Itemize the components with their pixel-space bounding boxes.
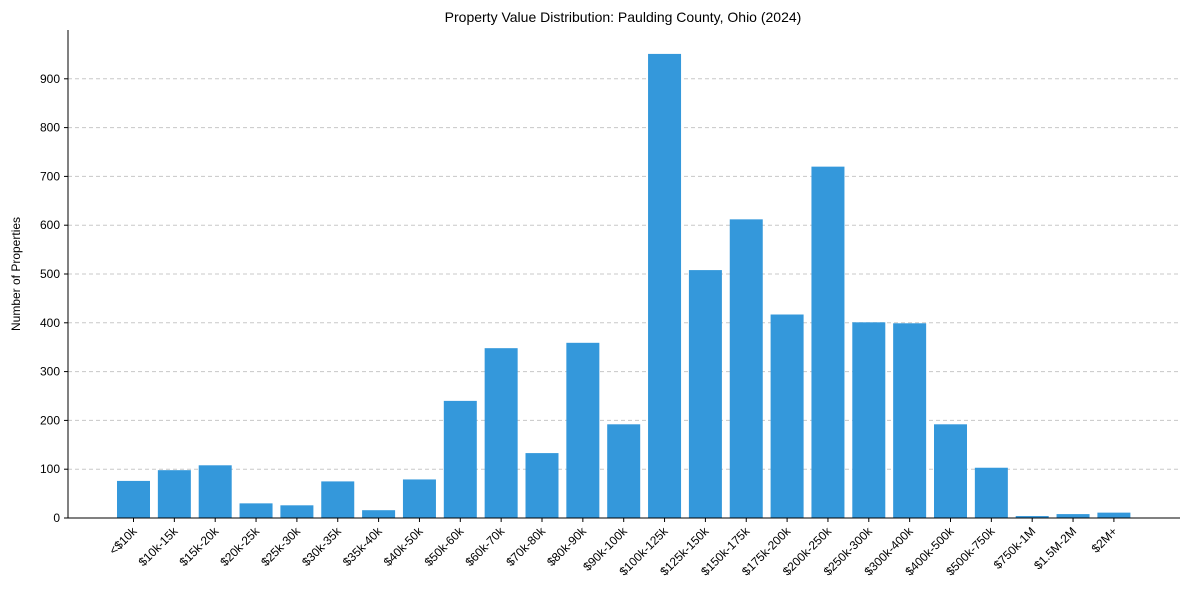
bar bbox=[402, 479, 436, 518]
bar bbox=[1056, 514, 1090, 518]
bar bbox=[280, 505, 314, 518]
bars bbox=[117, 53, 1131, 519]
chart-title: Property Value Distribution: Paulding Co… bbox=[445, 9, 802, 25]
bar bbox=[852, 322, 886, 518]
bar bbox=[198, 465, 232, 518]
y-tick-label: 500 bbox=[40, 267, 60, 281]
y-ticks: 0 100 200 300 400 500 600 700 800 900 bbox=[40, 72, 68, 525]
bar bbox=[362, 510, 396, 518]
bar bbox=[934, 424, 967, 518]
bar bbox=[117, 480, 150, 518]
bar bbox=[321, 481, 355, 518]
bar bbox=[566, 342, 600, 518]
bar bbox=[1015, 516, 1049, 518]
y-tick-label: 900 bbox=[40, 72, 60, 86]
y-tick-label: 700 bbox=[40, 169, 60, 183]
bar bbox=[729, 219, 763, 518]
y-tick-label: 400 bbox=[40, 316, 60, 330]
bar bbox=[157, 470, 191, 518]
x-tick-label: $25k-30k bbox=[258, 524, 304, 570]
x-tick-label: $750k-1M bbox=[991, 524, 1039, 572]
x-tick-label: $40k-50k bbox=[381, 524, 427, 570]
x-tick-label: $20k-25k bbox=[217, 524, 263, 570]
bar bbox=[607, 424, 641, 518]
x-tick-label: $30k-35k bbox=[299, 524, 345, 570]
x-tick-label: $2M+ bbox=[1089, 524, 1120, 555]
bar bbox=[484, 348, 518, 518]
y-axis-label: Number of Properties bbox=[9, 217, 23, 331]
bar bbox=[811, 166, 845, 518]
bar bbox=[770, 314, 804, 518]
x-tick-label: $35k-40k bbox=[340, 524, 386, 570]
x-tick-label: <$10k bbox=[106, 524, 140, 558]
bar bbox=[688, 270, 722, 518]
y-tick-label: 0 bbox=[53, 511, 60, 525]
y-tick-label: 600 bbox=[40, 218, 60, 232]
y-tick-label: 300 bbox=[40, 365, 60, 379]
x-tick-label: $15k-20k bbox=[177, 524, 223, 570]
bar bbox=[443, 400, 477, 518]
y-tick-label: 200 bbox=[40, 413, 60, 427]
bar bbox=[1097, 512, 1131, 518]
x-tick-label: $50k-60k bbox=[422, 524, 468, 570]
bar bbox=[525, 453, 559, 518]
x-tick-label: $1.5M-2M bbox=[1031, 524, 1079, 572]
gridlines bbox=[68, 78, 1180, 470]
x-tick-label: $60k-70k bbox=[462, 524, 508, 570]
x-tick-label: $70k-80k bbox=[503, 524, 549, 570]
bar bbox=[893, 323, 927, 518]
x-tick-label: $10k-15k bbox=[136, 524, 182, 570]
y-tick-label: 800 bbox=[40, 121, 60, 135]
bar bbox=[648, 53, 682, 519]
bar bbox=[239, 503, 273, 518]
x-ticks: <$10k$10k-15k$15k-20k$20k-25k$25k-30k$30… bbox=[106, 518, 1120, 578]
y-tick-label: 100 bbox=[40, 462, 60, 476]
bar bbox=[974, 467, 1008, 518]
